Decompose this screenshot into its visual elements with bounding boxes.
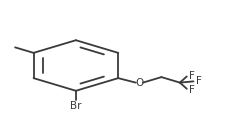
Text: F: F <box>197 76 202 86</box>
Text: O: O <box>136 78 144 88</box>
Text: Br: Br <box>70 101 82 111</box>
Text: F: F <box>189 85 195 95</box>
Text: F: F <box>189 71 195 81</box>
